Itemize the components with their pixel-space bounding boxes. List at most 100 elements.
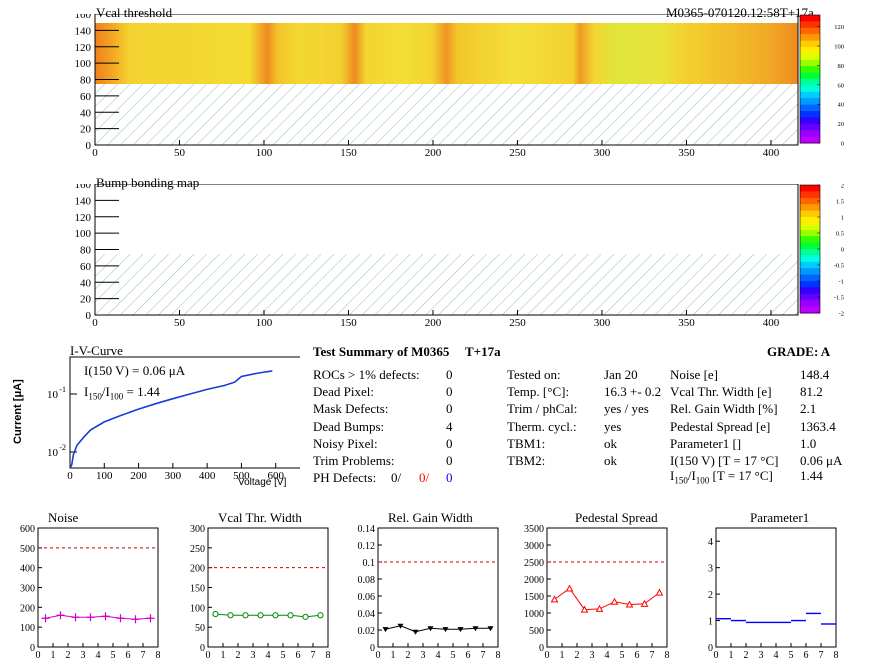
data-point: [442, 627, 449, 633]
y-tick-label: 200: [190, 564, 205, 575]
iv-annotation-ratio: I150/I100 = 1.44: [84, 384, 160, 402]
summary-mid-label: TBM2:: [507, 453, 546, 468]
vcal-x-tick-label: 200: [425, 147, 442, 159]
series-line: [45, 614, 151, 620]
x-tick-label: 1: [391, 650, 396, 661]
summary-mid-label: Trim / phCal:: [507, 401, 578, 417]
ph-defects-value-1: 0/: [391, 470, 402, 485]
grade-label: GRADE: A: [767, 344, 831, 359]
vcal-y-tick-label: 40: [80, 107, 92, 119]
data-point: [487, 626, 494, 632]
vcal-x-tick-label: 150: [340, 147, 357, 159]
x-tick-label: 2: [406, 650, 411, 661]
summary-right-label: Parameter1 []: [670, 435, 742, 451]
vcal-palette-label: 120: [834, 24, 844, 31]
bump-palette-label: 1.5: [836, 199, 844, 206]
x-tick-label: 1: [221, 650, 226, 661]
ratio-row-value: 1.44: [800, 468, 823, 483]
iv-y-tick-label: 10: [47, 389, 59, 401]
iv-x-tick-label: 600: [267, 470, 284, 482]
vcal-palette-label: 60: [838, 82, 845, 89]
iv-x-tick-label: 200: [130, 470, 147, 482]
series-line: [554, 587, 660, 611]
y-tick-label: 0: [200, 643, 205, 654]
vcal-x-tick-label: 350: [678, 147, 695, 159]
y-tick-label: 0.08: [358, 575, 376, 586]
x-tick-label: 1: [560, 650, 565, 661]
series-line: [385, 625, 491, 633]
vcal-x-tick-label: 300: [594, 147, 611, 159]
x-tick-label: 4: [774, 650, 779, 661]
plot-frame: [715, 527, 837, 648]
summary-left-value: 0: [446, 401, 453, 417]
data-point: [397, 623, 404, 629]
vcal-y-tick-label: 80: [80, 75, 92, 87]
data-point: [41, 614, 50, 623]
x-tick-label: 0: [714, 650, 719, 661]
data-point: [655, 588, 664, 596]
data-point: [640, 599, 649, 607]
ph-defects-label: PH Defects:: [313, 470, 377, 485]
summary-mid-label: Therm. cycl.:: [507, 418, 577, 434]
x-tick-label: 5: [451, 650, 456, 661]
y-tick-label: 200: [20, 603, 35, 614]
x-tick-label: 5: [281, 650, 286, 661]
data-point: [212, 610, 219, 618]
summary-left-label: Mask Defects:: [313, 401, 389, 417]
x-tick-label: 4: [266, 650, 271, 661]
small-chart-title: Vcal Thr. Width: [218, 510, 302, 525]
bump-x-tick-label: 300: [594, 317, 611, 329]
bump-palette-label: 0.5: [836, 231, 844, 238]
data-point: [457, 627, 464, 633]
bump-palette-label: 1: [841, 215, 844, 222]
bump-x-tick-label: 100: [256, 317, 273, 329]
data-point: [272, 612, 279, 619]
summary-right-label: Vcal Thr. Width [e]: [670, 384, 772, 400]
summary-left-label: Dead Bumps:: [313, 418, 385, 434]
x-tick-label: 1: [51, 650, 56, 661]
vcal-x-tick-label: 400: [763, 147, 780, 159]
vcal-y-tick-label: 60: [80, 91, 92, 103]
summary-right-value: 1.0: [800, 435, 817, 451]
vcal-active-region: [95, 23, 798, 84]
x-tick-label: 8: [834, 650, 839, 661]
vcal-y-tick-label: 160: [75, 14, 92, 21]
module-label: M0365-070120.12:58T+17a: [666, 5, 814, 20]
y-tick-label: 2000: [524, 575, 544, 586]
vcal-palette-label: 80: [838, 63, 845, 70]
y-tick-label: 400: [20, 564, 35, 575]
y-tick-label: 100: [190, 603, 205, 614]
bump-x-tick-label: 250: [509, 317, 526, 329]
small-chart-title: Parameter1: [750, 510, 810, 525]
y-tick-label: 300: [20, 584, 35, 595]
bump-x-tick-label: 400: [763, 317, 780, 329]
data-point: [56, 611, 65, 620]
bump-x-tick-label: 150: [340, 317, 357, 329]
small-chart-title: Rel. Gain Width: [388, 510, 473, 525]
y-tick-label: 0.14: [358, 524, 376, 535]
x-tick-label: 3: [251, 650, 256, 661]
bump-y-tick-label: 20: [80, 294, 92, 306]
vcal-y-tick-label: 0: [86, 140, 92, 152]
bump-x-tick-label: 350: [678, 317, 695, 329]
iv-x-tick-label: 100: [96, 470, 113, 482]
iv-xlabel: Voltage [V]: [238, 477, 287, 488]
x-tick-label: 5: [111, 650, 116, 661]
vcal-threshold-map: 0 50 100 150 200 250 300 350 4000204060801001201…: [75, 14, 799, 159]
y-tick-label: 300: [190, 524, 205, 535]
summary-mid-value: Jan 20: [604, 367, 638, 382]
summary-mid-value: ok: [604, 453, 617, 468]
iv-ylabel: Current [μA]: [12, 379, 24, 444]
bump-x-tick-label: 200: [425, 317, 442, 329]
summary-mid-label: TBM1:: [507, 435, 546, 451]
x-tick-label: 2: [236, 650, 241, 661]
y-tick-label: 4: [708, 537, 713, 548]
bump-y-tick-label: 0: [86, 310, 92, 322]
data-point: [146, 614, 155, 623]
y-tick-label: 500: [20, 544, 35, 555]
x-tick-label: 0: [545, 650, 550, 661]
summary-left-value: 0: [446, 453, 453, 468]
